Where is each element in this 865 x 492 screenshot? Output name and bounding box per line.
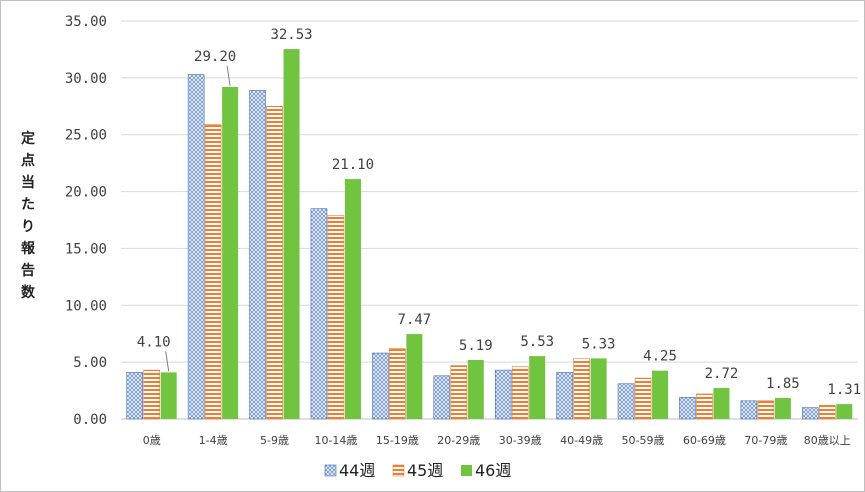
bar-44週-40-49歳 <box>556 372 573 420</box>
bar-44週-50-59歳 <box>617 383 635 420</box>
bar-46週-15-19歳 <box>406 334 423 419</box>
bar-45週-80歳以上 <box>818 405 836 420</box>
x-tick-label: 0歳 <box>143 434 161 447</box>
bar-45週-60-69歳 <box>696 393 713 420</box>
bar-44週-80歳以上 <box>801 407 819 420</box>
bar-46週-30-39歳 <box>529 356 546 419</box>
bar-44週-5-9歳 <box>249 90 266 420</box>
x-tick-label: 10-14歳 <box>314 434 357 447</box>
bar-45週-5-9歳 <box>266 105 283 420</box>
bar-45週-50-59歳 <box>634 377 652 420</box>
data-label: 5.53 <box>520 334 554 350</box>
data-label: 7.47 <box>398 312 432 328</box>
x-tick-label: 50-59歳 <box>622 434 665 447</box>
x-tick-label: 1-4歳 <box>199 434 228 447</box>
legend-label: 45週 <box>407 461 443 480</box>
data-label-leader <box>226 65 231 87</box>
bar-45週-40-49歳 <box>573 358 590 420</box>
bar-45週-20-29歳 <box>450 365 468 420</box>
y-tick-label: 10.00 <box>65 298 107 314</box>
data-label: 21.10 <box>332 157 374 173</box>
bar-45週-30-39歳 <box>511 366 529 420</box>
bar-46週-40-49歳 <box>590 358 607 419</box>
bar-46週-80歳以上 <box>836 404 853 419</box>
data-label: 4.10 <box>137 334 171 350</box>
x-tick-label: 60-69歳 <box>683 434 726 447</box>
bar-46週-70-79歳 <box>774 397 791 419</box>
bar-45週-70-79歳 <box>757 400 775 420</box>
y-tick-label: 0.00 <box>73 412 107 428</box>
bar-44週-0歳 <box>126 372 144 420</box>
data-label: 29.20 <box>194 49 236 65</box>
data-label: 1.31 <box>827 382 861 398</box>
legend-swatch <box>461 465 472 476</box>
data-label: 32.53 <box>270 27 312 43</box>
bar-46週-5-9歳 <box>283 49 300 419</box>
y-axis-label: 定点当たり報告数 <box>21 130 36 301</box>
data-label: 2.72 <box>705 366 739 382</box>
bar-45週-1-4歳 <box>204 124 222 420</box>
x-tick-label: 40-49歳 <box>560 434 603 447</box>
bar-44週-10-14歳 <box>310 208 328 420</box>
bar-46週-10-14歳 <box>344 179 361 419</box>
bar-44週-30-39歳 <box>494 369 512 420</box>
x-tick-label: 5-9歳 <box>260 434 289 447</box>
bar-44週-60-69歳 <box>679 397 696 420</box>
y-tick-label: 30.00 <box>65 71 107 87</box>
bar-45週-15-19歳 <box>389 348 406 420</box>
bar-44週-1-4歳 <box>187 74 205 420</box>
bar-46週-0歳 <box>160 372 177 419</box>
bar-45週-0歳 <box>143 369 161 420</box>
data-label-leader <box>165 351 170 372</box>
x-tick-label: 30-39歳 <box>499 434 542 447</box>
bar-44週-15-19歳 <box>372 352 389 420</box>
bar-46週-50-59歳 <box>652 370 669 419</box>
x-tick-label: 20-29歳 <box>437 434 480 447</box>
data-label: 4.25 <box>643 349 677 365</box>
data-label: 1.85 <box>766 376 800 392</box>
y-tick-label: 20.00 <box>65 185 107 201</box>
y-tick-label: 35.00 <box>65 14 107 30</box>
data-label: 5.33 <box>582 336 616 352</box>
x-tick-label: 70-79歳 <box>744 434 787 447</box>
bar-44週-20-29歳 <box>433 375 451 420</box>
bar-46週-20-29歳 <box>467 359 484 419</box>
legend-label: 44週 <box>339 461 375 480</box>
x-tick-label: 80歳以上 <box>804 434 851 447</box>
bar-45週-10-14歳 <box>327 215 345 420</box>
bar-44週-70-79歳 <box>740 400 758 420</box>
y-tick-label: 5.00 <box>73 355 107 371</box>
data-label: 5.19 <box>459 338 493 354</box>
bar-46週-60-69歳 <box>713 388 730 419</box>
legend-swatch <box>324 464 337 477</box>
x-tick-label: 15-19歳 <box>376 434 419 447</box>
y-tick-label: 15.00 <box>65 241 107 257</box>
y-tick-label: 25.00 <box>65 128 107 144</box>
legend-swatch <box>392 464 405 477</box>
bar-46週-1-4歳 <box>222 86 239 419</box>
legend-label: 46週 <box>475 461 511 480</box>
